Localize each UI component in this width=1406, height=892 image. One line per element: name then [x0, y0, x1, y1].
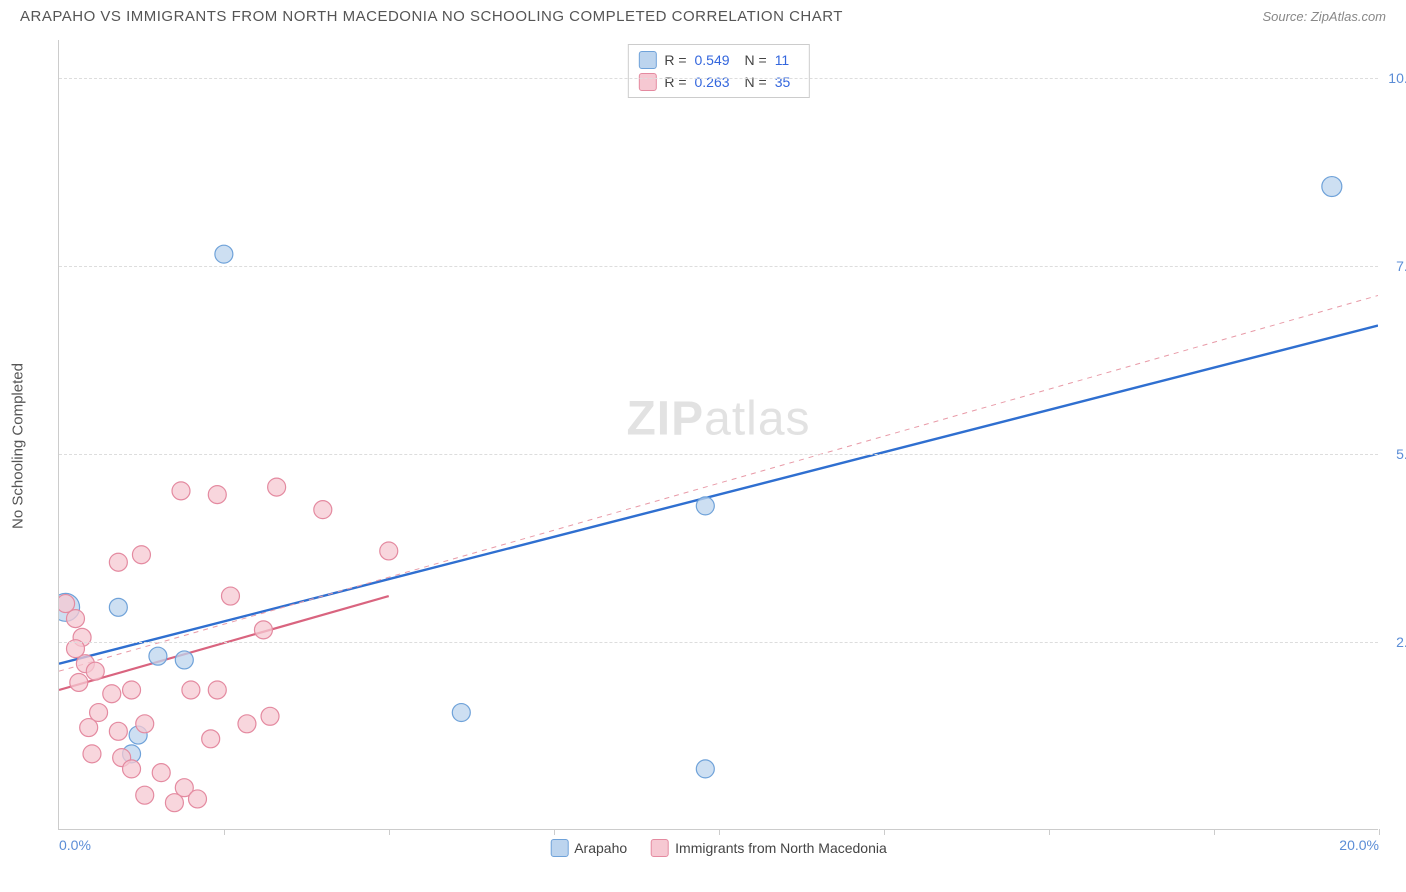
- stat-n-value: 35: [775, 74, 799, 90]
- swatch-macedonia: [638, 73, 656, 91]
- trend-line: [59, 326, 1378, 664]
- x-tick-mark: [554, 829, 555, 835]
- y-tick-label: 2.5%: [1383, 634, 1406, 650]
- x-tick-mark: [1049, 829, 1050, 835]
- swatch-arapaho: [550, 839, 568, 857]
- scatter-point-macedonia: [76, 655, 94, 673]
- y-tick-label: 5.0%: [1383, 446, 1406, 462]
- x-tick-mark: [719, 829, 720, 835]
- scatter-point-arapaho: [696, 497, 714, 515]
- swatch-arapaho: [638, 51, 656, 69]
- y-tick-label: 7.5%: [1383, 258, 1406, 274]
- watermark: ZIPatlas: [626, 391, 810, 446]
- swatch-macedonia: [651, 839, 669, 857]
- scatter-point-arapaho: [452, 704, 470, 722]
- x-tick-mark: [884, 829, 885, 835]
- scatter-point-arapaho: [215, 245, 233, 263]
- scatter-point-macedonia: [59, 595, 75, 613]
- scatter-point-macedonia: [123, 681, 141, 699]
- scatter-point-macedonia: [86, 662, 104, 680]
- scatter-point-arapaho: [149, 647, 167, 665]
- x-tick-mark: [389, 829, 390, 835]
- x-tick-mark: [1214, 829, 1215, 835]
- gridline-h: [59, 266, 1378, 267]
- scatter-point-macedonia: [83, 745, 101, 763]
- scatter-point-macedonia: [70, 673, 88, 691]
- x-tick-label: 20.0%: [1339, 837, 1379, 853]
- x-tick-mark: [224, 829, 225, 835]
- scatter-point-macedonia: [165, 794, 183, 812]
- legend-item-arapaho: Arapaho: [550, 839, 627, 857]
- legend-label: Immigrants from North Macedonia: [675, 840, 887, 856]
- scatter-point-macedonia: [175, 779, 193, 797]
- stat-n-label: N =: [745, 52, 767, 68]
- stat-r-label: R =: [664, 74, 686, 90]
- scatter-point-macedonia: [80, 719, 98, 737]
- scatter-point-macedonia: [66, 610, 84, 628]
- scatter-point-macedonia: [109, 553, 127, 571]
- stat-r-value: 0.549: [695, 52, 737, 68]
- scatter-point-macedonia: [152, 764, 170, 782]
- gridline-h: [59, 78, 1378, 79]
- x-tick-label: 0.0%: [59, 837, 91, 853]
- stats-row-arapaho: R = 0.549 N = 11: [638, 49, 798, 71]
- chart-title: ARAPAHO VS IMMIGRANTS FROM NORTH MACEDON…: [20, 8, 843, 25]
- trend-lines: [59, 40, 1378, 829]
- scatter-point-macedonia: [208, 681, 226, 699]
- scatter-chart: ZIPatlas R =0.549N =11R =0.263N =35 Arap…: [58, 40, 1378, 830]
- scatter-point-arapaho: [129, 726, 147, 744]
- title-bar: ARAPAHO VS IMMIGRANTS FROM NORTH MACEDON…: [0, 0, 1406, 29]
- scatter-point-arapaho: [1322, 177, 1342, 197]
- scatter-point-macedonia: [380, 542, 398, 560]
- gridline-h: [59, 642, 1378, 643]
- gridline-h: [59, 454, 1378, 455]
- scatter-point-macedonia: [202, 730, 220, 748]
- scatter-point-arapaho: [59, 593, 80, 621]
- stat-r-value: 0.263: [695, 74, 737, 90]
- stats-row-macedonia: R = 0.263 N = 35: [638, 71, 798, 93]
- scatter-point-arapaho: [109, 598, 127, 616]
- trend-line: [59, 295, 1378, 671]
- legend-label: Arapaho: [574, 840, 627, 856]
- scatter-point-arapaho: [175, 651, 193, 669]
- scatter-point-macedonia: [221, 587, 239, 605]
- scatter-point-macedonia: [182, 681, 200, 699]
- scatter-point-macedonia: [238, 715, 256, 733]
- y-tick-label: 10.0%: [1383, 70, 1406, 86]
- x-tick-mark: [1379, 829, 1380, 835]
- stat-r-label: R =: [664, 52, 686, 68]
- stat-n-value: 11: [775, 52, 799, 68]
- scatter-point-macedonia: [254, 621, 272, 639]
- stat-n-label: N =: [745, 74, 767, 90]
- y-axis-label: No Schooling Completed: [10, 363, 27, 529]
- scatter-point-macedonia: [113, 749, 131, 767]
- scatter-point-macedonia: [109, 722, 127, 740]
- scatter-point-arapaho: [696, 760, 714, 778]
- scatter-point-macedonia: [261, 707, 279, 725]
- scatter-point-macedonia: [123, 760, 141, 778]
- scatter-point-macedonia: [189, 790, 207, 808]
- scatter-point-macedonia: [132, 546, 150, 564]
- legend-item-macedonia: Immigrants from North Macedonia: [651, 839, 887, 857]
- scatter-point-macedonia: [314, 501, 332, 519]
- scatter-point-macedonia: [136, 715, 154, 733]
- scatter-point-macedonia: [73, 628, 91, 646]
- scatter-point-macedonia: [136, 786, 154, 804]
- scatter-point-macedonia: [172, 482, 190, 500]
- scatter-points-layer: [59, 40, 1378, 829]
- scatter-point-macedonia: [268, 478, 286, 496]
- trend-line: [59, 596, 389, 690]
- legend: Arapaho Immigrants from North Macedonia: [550, 839, 887, 857]
- correlation-stats-box: R = 0.549 N = 11 R = 0.263 N = 35: [627, 44, 809, 98]
- scatter-point-macedonia: [103, 685, 121, 703]
- scatter-point-arapaho: [123, 745, 141, 763]
- scatter-point-macedonia: [90, 704, 108, 722]
- scatter-point-macedonia: [208, 486, 226, 504]
- source-attribution: Source: ZipAtlas.com: [1262, 9, 1386, 24]
